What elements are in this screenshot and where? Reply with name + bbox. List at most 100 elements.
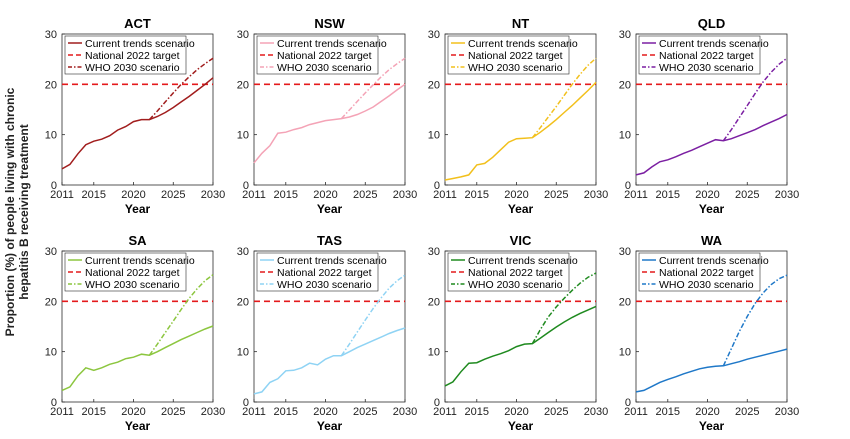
y-tick-label-act: 20 (45, 79, 57, 91)
legend-label-who-wa: WHO 2030 scenario (659, 279, 754, 291)
who-scenario-line-qld (722, 57, 788, 142)
x-tick-label-sa: 2015 (82, 406, 106, 418)
y-tick-label-vic: 0 (434, 397, 440, 409)
x-tick-label-vic: 2020 (504, 406, 528, 418)
panel-title-vic: VIC (510, 233, 532, 248)
legend-label-who-nt: WHO 2030 scenario (468, 62, 563, 74)
who-scenario-line-vic (531, 272, 597, 344)
y-tick-label-wa: 10 (619, 347, 631, 359)
current-trends-line-qld (635, 113, 788, 176)
x-tick-label-nt: 2025 (544, 189, 568, 201)
legend-label-current-nt: Current trends scenario (468, 38, 578, 50)
current-trends-line-nsw (253, 83, 406, 164)
x-tick-label-sa: 2030 (201, 406, 225, 418)
x-axis-label-nt: Year (508, 202, 534, 216)
plot-frame-nt (444, 33, 597, 186)
panel-title-act: ACT (124, 16, 151, 31)
legend-label-who-act: WHO 2030 scenario (85, 62, 180, 74)
plot-frame-tas (253, 250, 406, 403)
x-tick-label-sa: 2020 (121, 406, 145, 418)
x-axis-label-sa: Year (125, 419, 151, 433)
panel-title-wa: WA (701, 233, 723, 248)
y-tick-label-nsw: 30 (237, 29, 249, 41)
legend-label-current-qld: Current trends scenario (659, 38, 769, 50)
y-tick-label-nsw: 20 (237, 79, 249, 91)
panel-title-nsw: NSW (314, 16, 345, 31)
legend-label-current-tas: Current trends scenario (277, 255, 387, 267)
y-tick-label-nt: 30 (428, 29, 440, 41)
legend-label-national-qld: National 2022 target (659, 50, 754, 62)
legend-label-national-nsw: National 2022 target (277, 50, 372, 62)
x-tick-label-sa: 2025 (161, 406, 185, 418)
panel-title-nt: NT (512, 16, 529, 31)
x-tick-label-nt: 2011 (433, 189, 457, 201)
x-axis-label-wa: Year (699, 419, 725, 433)
y-tick-label-wa: 30 (619, 246, 631, 258)
x-tick-label-vic: 2011 (433, 406, 457, 418)
x-tick-label-qld: 2015 (656, 189, 680, 201)
who-scenario-line-nt (531, 57, 597, 139)
plot-frame-qld (635, 33, 788, 186)
x-tick-label-nt: 2020 (504, 189, 528, 201)
panel-title-qld: QLD (698, 16, 725, 31)
legend-label-current-sa: Current trends scenario (85, 255, 195, 267)
x-tick-label-wa: 2025 (735, 406, 759, 418)
current-trends-line-sa (61, 325, 214, 392)
plot-frame-wa (635, 250, 788, 403)
x-tick-label-qld: 2025 (735, 189, 759, 201)
y-tick-label-vic: 30 (428, 246, 440, 258)
x-tick-label-tas: 2015 (274, 406, 298, 418)
x-axis-label-qld: Year (699, 202, 725, 216)
y-tick-label-sa: 0 (51, 397, 57, 409)
y-tick-label-nt: 0 (434, 180, 440, 192)
legend-label-who-tas: WHO 2030 scenario (277, 279, 372, 291)
x-tick-label-wa: 2015 (656, 406, 680, 418)
y-tick-label-act: 30 (45, 29, 57, 41)
y-tick-label-qld: 20 (619, 79, 631, 91)
x-tick-label-vic: 2015 (465, 406, 489, 418)
legend-label-national-act: National 2022 target (85, 50, 180, 62)
y-tick-label-nsw: 10 (237, 130, 249, 142)
who-scenario-line-sa (148, 274, 214, 356)
legend-label-national-wa: National 2022 target (659, 267, 754, 279)
x-tick-label-qld: 2030 (775, 189, 799, 201)
y-tick-label-qld: 10 (619, 130, 631, 142)
who-scenario-line-act (148, 57, 214, 121)
panel-title-sa: SA (128, 233, 147, 248)
x-tick-label-vic: 2025 (544, 406, 568, 418)
x-tick-label-wa: 2020 (695, 406, 719, 418)
y-tick-label-qld: 30 (619, 29, 631, 41)
y-tick-label-act: 0 (51, 180, 57, 192)
y-tick-label-tas: 20 (237, 296, 249, 308)
x-axis-label-vic: Year (508, 419, 534, 433)
legend-label-national-nt: National 2022 target (468, 50, 563, 62)
legend-label-current-nsw: Current trends scenario (277, 38, 387, 50)
x-tick-label-tas: 2011 (242, 406, 266, 418)
y-tick-label-nt: 10 (428, 130, 440, 142)
y-tick-label-vic: 20 (428, 296, 440, 308)
legend-label-current-wa: Current trends scenario (659, 255, 769, 267)
x-tick-label-nsw: 2025 (353, 189, 377, 201)
x-tick-label-wa: 2030 (775, 406, 799, 418)
legend-label-who-sa: WHO 2030 scenario (85, 279, 180, 291)
y-tick-label-sa: 30 (45, 246, 57, 258)
current-trends-line-vic (444, 305, 597, 387)
x-tick-label-vic: 2030 (584, 406, 608, 418)
x-tick-label-nsw: 2015 (274, 189, 298, 201)
x-tick-label-tas: 2025 (353, 406, 377, 418)
x-tick-label-act: 2015 (82, 189, 106, 201)
legend-box-wa (638, 252, 761, 292)
x-tick-label-nsw: 2020 (313, 189, 337, 201)
x-tick-label-act: 2020 (121, 189, 145, 201)
y-tick-label-wa: 0 (625, 397, 631, 409)
y-axis-label-line-2: hepatitis B receiving treatment (17, 124, 31, 299)
